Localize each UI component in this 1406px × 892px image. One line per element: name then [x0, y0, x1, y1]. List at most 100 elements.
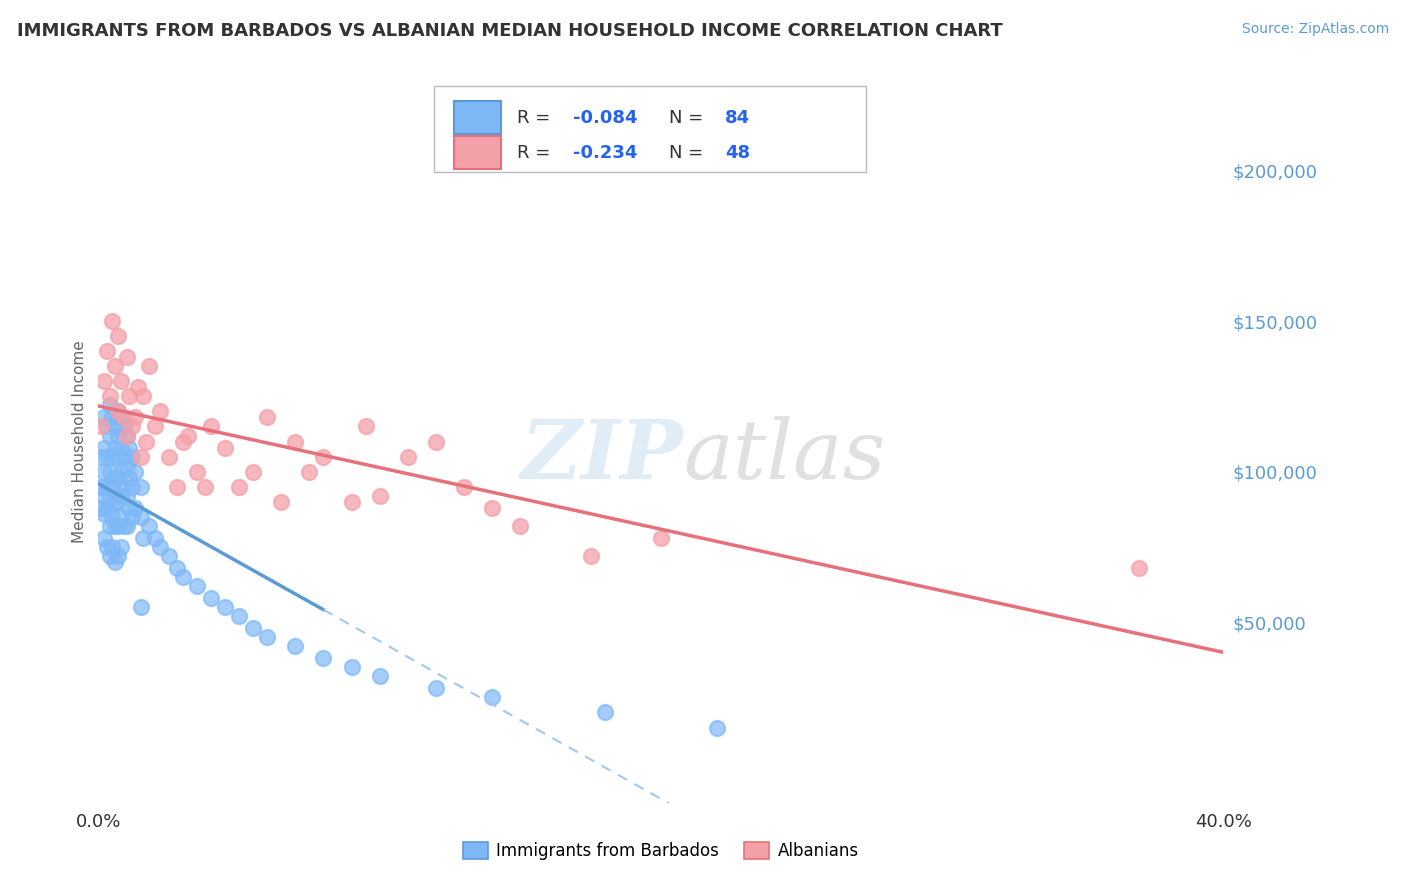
Point — [118, 500, 141, 515]
Point — [112, 450, 135, 464]
Point — [270, 494, 292, 508]
Point — [149, 540, 172, 554]
Point — [124, 465, 146, 479]
Point — [96, 419, 118, 434]
Text: R =: R = — [517, 109, 555, 127]
Legend: Immigrants from Barbados, Albanians: Immigrants from Barbados, Albanians — [457, 835, 865, 867]
Point — [107, 404, 129, 418]
Point — [129, 509, 152, 524]
Point — [115, 458, 138, 473]
Point — [214, 600, 236, 615]
Point — [143, 419, 166, 434]
Point — [172, 570, 194, 584]
Text: Source: ZipAtlas.com: Source: ZipAtlas.com — [1241, 22, 1389, 37]
Point — [200, 419, 222, 434]
FancyBboxPatch shape — [433, 86, 866, 172]
Point — [132, 531, 155, 545]
Point — [256, 630, 278, 644]
Point — [98, 518, 121, 533]
Point — [107, 329, 129, 343]
Point — [200, 591, 222, 606]
Point — [186, 579, 208, 593]
Point — [138, 518, 160, 533]
Point — [284, 434, 307, 449]
Point — [166, 561, 188, 575]
Point — [1128, 561, 1150, 575]
Point — [172, 434, 194, 449]
Y-axis label: Median Household Income: Median Household Income — [72, 340, 87, 543]
Point — [112, 410, 135, 425]
Point — [132, 389, 155, 403]
Point — [93, 410, 115, 425]
Point — [110, 465, 132, 479]
Point — [593, 706, 616, 720]
Point — [107, 404, 129, 418]
Point — [104, 470, 127, 484]
Point — [104, 555, 127, 569]
Point — [129, 600, 152, 615]
Text: 48: 48 — [725, 144, 749, 161]
Point — [90, 500, 112, 515]
Point — [194, 480, 217, 494]
Point — [110, 509, 132, 524]
Point — [425, 681, 447, 696]
Point — [101, 410, 124, 425]
Point — [256, 410, 278, 425]
Point — [115, 489, 138, 503]
Point — [107, 428, 129, 442]
Point — [129, 450, 152, 464]
Point — [115, 518, 138, 533]
Point — [138, 359, 160, 374]
Point — [396, 450, 419, 464]
Point — [93, 507, 115, 521]
Point — [118, 389, 141, 403]
Point — [149, 404, 172, 418]
Point — [90, 419, 112, 434]
Point — [104, 494, 127, 508]
Point — [96, 500, 118, 515]
Point — [121, 480, 143, 494]
Point — [98, 465, 121, 479]
Point — [115, 428, 138, 442]
Text: -0.234: -0.234 — [574, 144, 637, 161]
Point — [425, 434, 447, 449]
Point — [166, 480, 188, 494]
Point — [93, 531, 115, 545]
Point — [112, 518, 135, 533]
Point — [101, 480, 124, 494]
Point — [93, 489, 115, 503]
Point — [124, 410, 146, 425]
Point — [129, 480, 152, 494]
Point — [340, 660, 363, 674]
Point — [186, 465, 208, 479]
Text: -0.084: -0.084 — [574, 109, 637, 127]
Point — [107, 518, 129, 533]
Point — [706, 721, 728, 735]
Point — [98, 389, 121, 403]
Point — [107, 549, 129, 563]
FancyBboxPatch shape — [454, 136, 501, 169]
Point — [650, 531, 672, 545]
Point — [110, 489, 132, 503]
Point — [115, 350, 138, 364]
Point — [90, 450, 112, 464]
Point — [284, 639, 307, 653]
Point — [312, 450, 335, 464]
Point — [104, 359, 127, 374]
Point — [98, 428, 121, 442]
Point — [110, 374, 132, 388]
Point — [101, 509, 124, 524]
Point — [214, 441, 236, 455]
Point — [104, 441, 127, 455]
Text: ZIP: ZIP — [520, 416, 683, 496]
Point — [509, 518, 531, 533]
Point — [107, 450, 129, 464]
Point — [98, 489, 121, 503]
Point — [453, 480, 475, 494]
Point — [368, 489, 391, 503]
Point — [96, 450, 118, 464]
Point — [157, 549, 180, 563]
Point — [96, 540, 118, 554]
Point — [110, 410, 132, 425]
Point — [228, 609, 250, 624]
